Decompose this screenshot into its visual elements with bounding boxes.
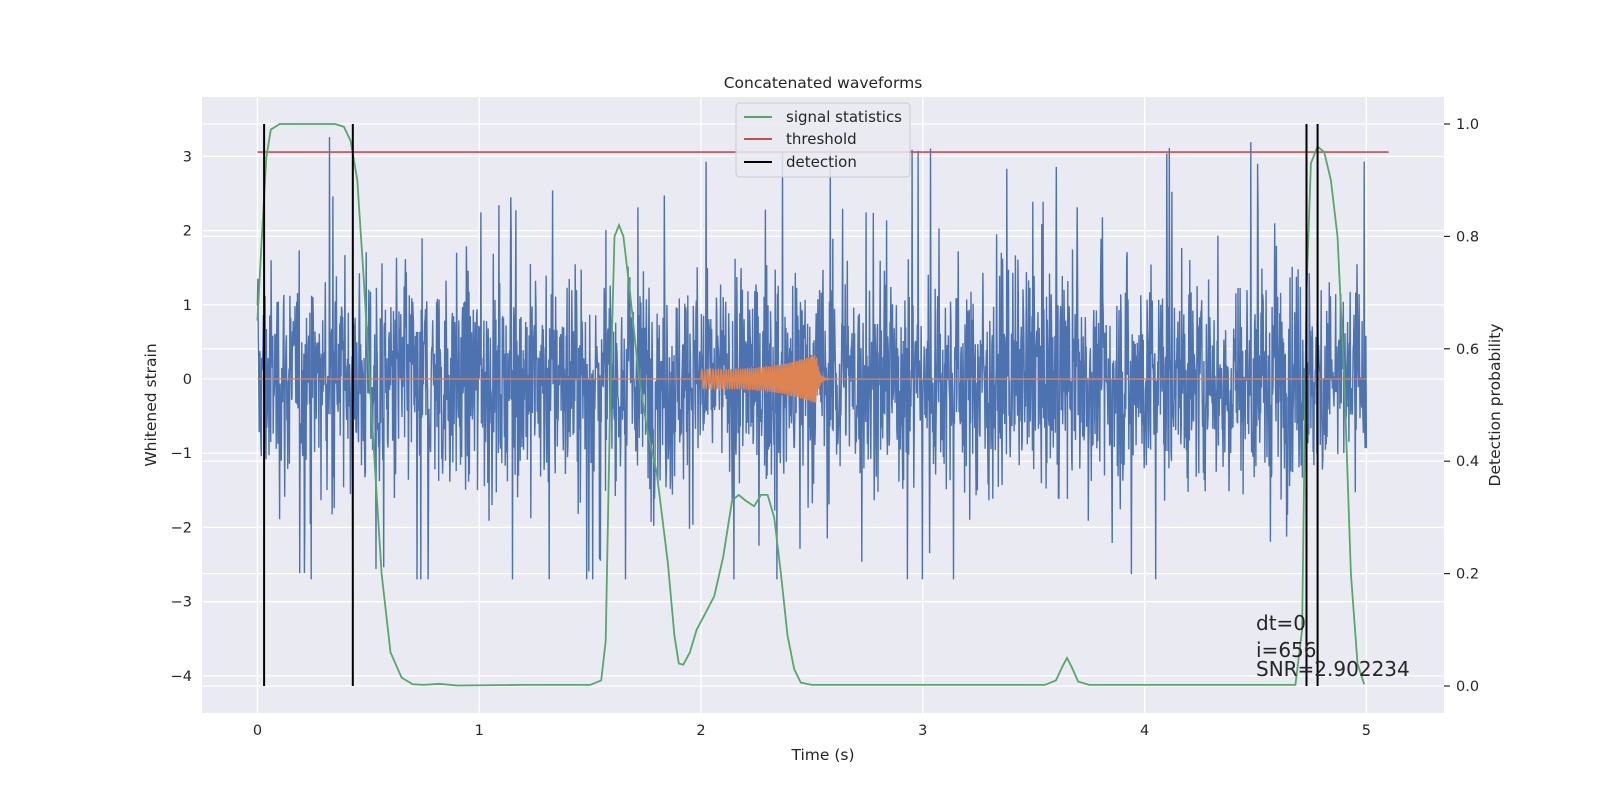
annotation-dt: dt=0 [1256,611,1306,635]
x-tick-label: 4 [1140,723,1149,739]
y2-tick-label: 0.6 [1456,342,1479,358]
y-tick-label: −2 [171,520,192,536]
legend-label-signal-statistics: signal statistics [786,108,902,126]
y-tick-label: 1 [183,298,192,314]
strain-noise-series [256,136,1368,580]
y-tick-label: −4 [171,669,192,685]
y-axis-ticks: −4 −3 −2 −1 0 1 2 3 [171,149,192,685]
y2-tick-label: 0.4 [1456,454,1479,470]
annotation-index: i=656 [1256,638,1317,662]
y-tick-label: 2 [183,224,192,240]
injected-waveform-series [257,355,1367,403]
y-tick-label: 0 [183,372,192,388]
x-tick-label: 0 [253,723,262,739]
y2-tick-label: 0.0 [1456,679,1479,695]
y-axis-label: Whitened strain [142,343,160,466]
legend-label-threshold: threshold [786,130,857,148]
y-tick-label: 3 [183,149,192,165]
legend-frame [735,102,911,178]
y2-tick-label: 1.0 [1456,117,1479,133]
x-tick-label: 5 [1362,723,1371,739]
x-tick-label: 2 [696,723,705,739]
signal-statistics-series [256,123,1366,687]
annotation-block: dt=0 i=656 SNR=2.902234 [1256,611,1410,681]
x-axis-ticks: 0 1 2 3 4 5 [253,723,1371,739]
x-axis-label: Time (s) [790,746,854,764]
y-tick-label: −1 [171,446,192,462]
legend-label-detection: detection [786,153,857,171]
x-tick-label: 3 [918,723,927,739]
legend: signal statistics threshold detection [735,102,911,178]
y2-tick-label: 0.8 [1456,229,1479,245]
y-tick-label: −3 [171,595,192,611]
x-tick-label: 1 [475,723,484,739]
chart-title: Concatenated waveforms [724,74,923,92]
annotation-snr: SNR=2.902234 [1256,657,1410,681]
y2-axis-label: Detection probability [1486,324,1504,487]
detection-lines [263,123,1319,687]
y2-axis-ticks: 0.0 0.2 0.4 0.6 0.8 1.0 [1444,117,1479,695]
y2-tick-label: 0.2 [1456,567,1479,583]
